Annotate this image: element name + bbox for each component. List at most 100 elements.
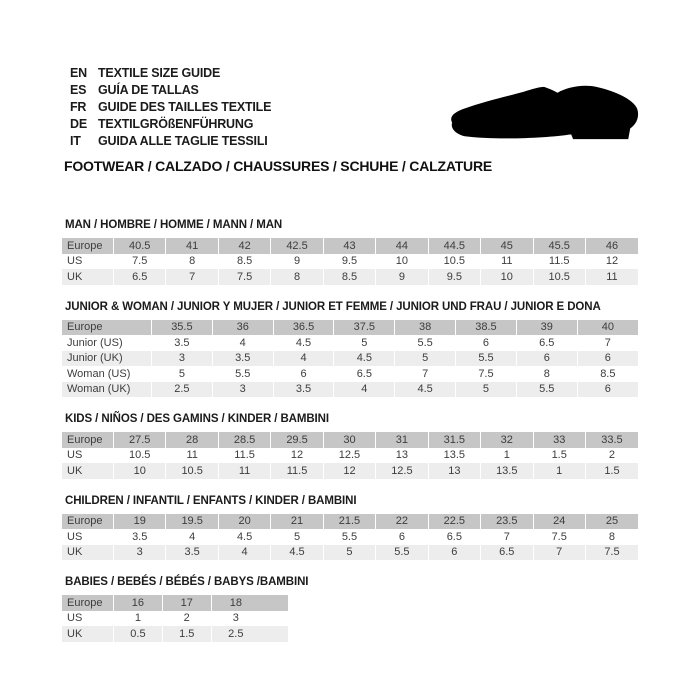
language-title: GUÍA DE TALLAS <box>98 83 199 97</box>
filler-cell <box>260 626 288 642</box>
size-cell: 4.5 <box>333 350 395 366</box>
size-cell: 11 <box>165 447 219 463</box>
table-row: US 3.5 4 4.5 5 5.5 6 6.5 7 7.5 8 <box>62 529 638 545</box>
size-cell: 39 <box>515 319 578 335</box>
size-cell: 45 <box>480 238 533 254</box>
table-row: Europe 35.5 36 36.5 37.5 38 38.5 39 40 <box>62 319 638 335</box>
size-cell: 4 <box>211 335 274 351</box>
table-title: CHILDREN / INFANTIL / ENFANTS / KINDER /… <box>65 494 357 507</box>
size-cell: 12 <box>322 463 376 479</box>
size-section-kids: KIDS / NIÑOS / DES GAMINS / KINDER / BAM… <box>62 413 638 479</box>
row-label: Europe <box>62 238 114 254</box>
size-section-children: CHILDREN / INFANTIL / ENFANTS / KINDER /… <box>62 494 638 560</box>
table-row: Europe 27.5 28 28.5 29.5 30 31 31.5 32 33 33.5 <box>62 432 638 448</box>
size-cell: 6.5 <box>515 335 578 351</box>
size-cell: 19.5 <box>165 513 219 529</box>
size-cell: 28 <box>165 432 219 448</box>
size-cell: 13.5 <box>480 463 533 479</box>
size-cell: 38.5 <box>455 319 517 335</box>
size-cell: 13.5 <box>427 447 481 463</box>
size-cell: 8.5 <box>217 253 271 269</box>
filler-cell <box>260 611 288 627</box>
size-table: Europe 16 17 18 US 1 2 3 UK 0.5 1.5 2.5 <box>62 595 288 642</box>
language-code: EN <box>70 66 87 80</box>
size-cell: 5 <box>322 544 376 560</box>
language-row: EN TEXTILE SIZE GUIDE <box>70 65 271 82</box>
table-row: US 10.5 11 11.5 12 12.5 13 13.5 1 1.5 2 <box>62 447 638 463</box>
size-cell: 6 <box>272 366 334 382</box>
language-row: FR GUIDE DES TAILLES TEXTILE <box>70 99 271 116</box>
size-cell: 7 <box>576 335 638 351</box>
size-cell: 11 <box>480 253 533 269</box>
size-cell: 11.5 <box>217 447 271 463</box>
size-cell: 9 <box>270 253 324 269</box>
language-title: TEXTILGRÖßENFÜHRUNG <box>98 117 254 131</box>
table-row: Junior (US) 3.5 4 4.5 5 5.5 6 6.5 7 <box>62 335 638 351</box>
size-cell: 2.5 <box>151 381 213 397</box>
table-row: UK 3 3.5 4 4.5 5 5.5 6 6.5 7 7.5 <box>62 544 638 560</box>
size-cell: 21 <box>270 513 324 529</box>
size-cell: 11 <box>217 463 271 479</box>
size-cell: 4.5 <box>272 335 334 351</box>
table-row: US 7.5 8 8.5 9 9.5 10 10.5 11 11.5 12 <box>62 253 638 269</box>
size-cell: 8.5 <box>322 269 376 285</box>
language-row: IT GUIDA ALLE TAGLIE TESSILI <box>70 133 271 150</box>
size-cell: 27.5 <box>112 432 166 448</box>
size-cell: 13 <box>427 463 481 479</box>
size-cell: 12.5 <box>322 447 376 463</box>
size-cell: 10.5 <box>165 463 219 479</box>
size-cell: 41 <box>165 238 219 254</box>
table-row: UK 10 10.5 11 11.5 12 12.5 13 13.5 1 1.5 <box>62 463 638 479</box>
size-cell: 44 <box>375 238 429 254</box>
row-label: Europe <box>62 595 114 611</box>
size-cell: 37.5 <box>333 319 395 335</box>
table-row: US 1 2 3 <box>62 610 288 627</box>
language-row: DE TEXTILGRÖßENFÜHRUNG <box>70 116 271 133</box>
size-cell: 6 <box>427 544 481 560</box>
size-cell: 11.5 <box>270 463 324 479</box>
size-cell: 6.5 <box>112 269 166 285</box>
row-label: UK <box>62 269 114 285</box>
row-label: US <box>67 530 83 543</box>
size-cell: 40 <box>576 319 638 335</box>
row-label: UK <box>62 463 114 479</box>
row-label: Europe <box>62 513 114 529</box>
size-cell: 10.5 <box>427 253 481 269</box>
table-row: Woman (US) 5 5.5 6 6.5 7 7.5 8 8.5 <box>62 366 638 382</box>
size-cell: 3 <box>112 544 166 560</box>
size-cell: 5 <box>455 381 517 397</box>
size-cell: 7 <box>532 544 586 560</box>
size-cell: 5.5 <box>455 350 517 366</box>
size-cell: 10.5 <box>112 447 166 463</box>
size-cell: 3.5 <box>151 335 213 351</box>
size-cell: 10 <box>480 269 533 285</box>
size-cell: 28.5 <box>217 432 271 448</box>
row-label: Woman (US) <box>67 367 131 380</box>
size-cell: 6 <box>576 350 638 366</box>
size-cell: 10.5 <box>532 269 586 285</box>
size-cell: 7.5 <box>217 269 271 285</box>
row-label: Europe <box>62 432 114 448</box>
size-tables: MAN / HOMBRE / HOMME / MANN / MAN Europe… <box>62 219 638 658</box>
table-row: Europe 40.5 41 42 42.5 43 44 44.5 45 45.5 46 <box>62 238 638 254</box>
size-cell: 23.5 <box>480 513 533 529</box>
size-cell: 30 <box>322 432 376 448</box>
size-cell: 5.5 <box>515 381 578 397</box>
size-cell: 45.5 <box>532 238 586 254</box>
size-cell: 7 <box>394 366 456 382</box>
size-cell: 3 <box>151 350 213 366</box>
size-cell: 1 <box>532 463 586 479</box>
size-cell: 3 <box>211 381 274 397</box>
size-cell: 24 <box>532 513 586 529</box>
size-cell: 5 <box>151 366 213 382</box>
table-row: UK 0.5 1.5 2.5 <box>62 626 288 642</box>
language-code: DE <box>70 117 87 131</box>
size-cell: 5.5 <box>375 544 429 560</box>
row-label: US <box>67 255 83 268</box>
size-cell: 16 <box>113 595 163 611</box>
table-title: MAN / HOMBRE / HOMME / MANN / MAN <box>65 219 283 231</box>
size-cell: 3.5 <box>272 381 334 397</box>
table-row: Junior (UK) 3 3.5 4 4.5 5 5.5 6 6 <box>62 350 638 366</box>
size-cell: 5 <box>394 350 456 366</box>
size-cell: 3.5 <box>211 350 274 366</box>
